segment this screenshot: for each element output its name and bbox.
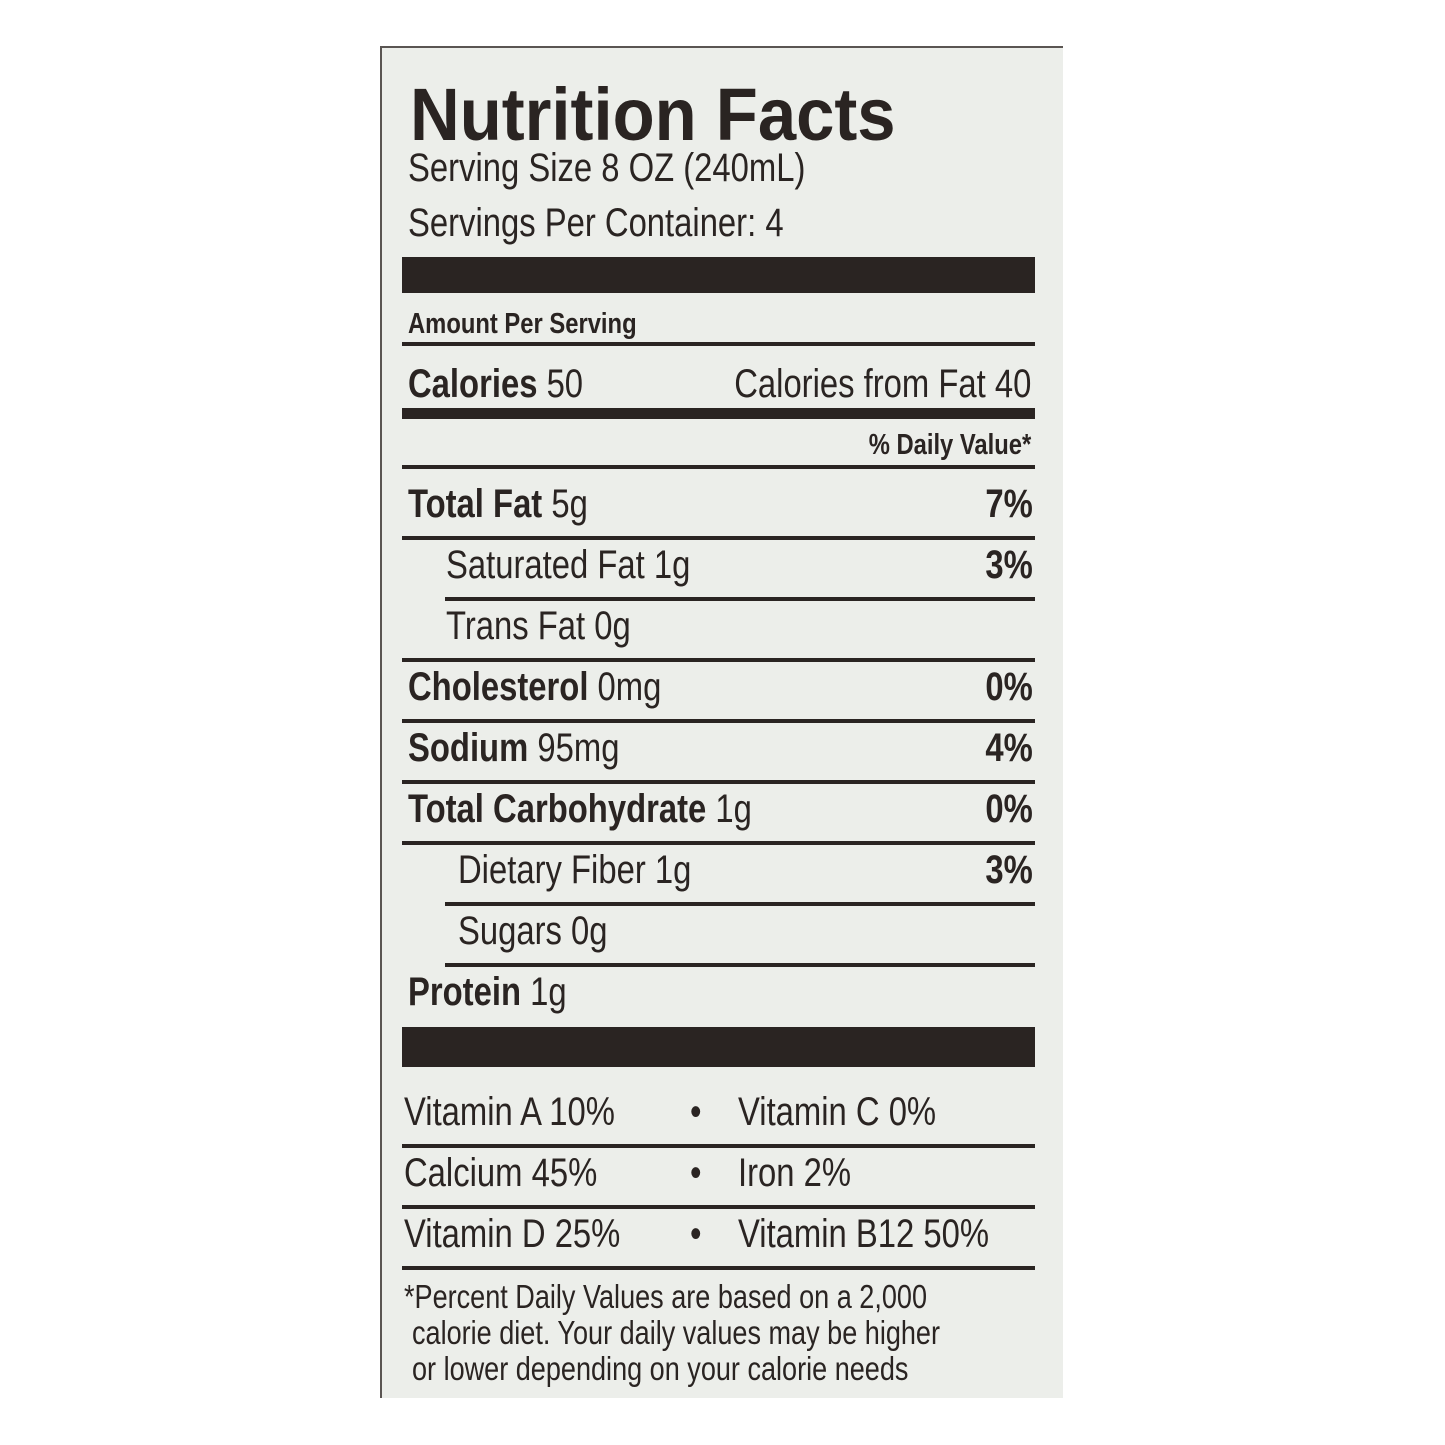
daily-value-header: % Daily Value* <box>868 429 1031 461</box>
nutrient-row: Sugars 0g <box>458 911 608 951</box>
divider <box>445 902 1035 906</box>
divider <box>402 342 1035 346</box>
divider <box>402 465 1035 469</box>
calories-value: 50 <box>546 362 584 406</box>
nutrient-amount: 0g <box>594 604 631 648</box>
divider <box>402 780 1035 784</box>
divider <box>402 1205 1035 1209</box>
nutrient-label: Dietary Fiber <box>458 848 646 892</box>
divider <box>402 719 1035 723</box>
divider <box>402 658 1035 662</box>
thick-divider <box>402 1027 1035 1067</box>
nutrient-amount: 1g <box>654 848 692 892</box>
divider <box>402 536 1035 540</box>
footnote-line-3: or lower depending on your calorie needs <box>412 1350 909 1387</box>
vitamin-left: Vitamin A 10% <box>404 1090 615 1134</box>
nutrient-amount: 1g <box>530 970 567 1014</box>
calories-row: Calories 50 <box>408 364 583 404</box>
footnote-line-2: calorie diet. Your daily values may be h… <box>412 1314 940 1351</box>
vitamin-right: Vitamin B12 50% <box>738 1212 990 1256</box>
daily-value-percent: 3% <box>985 848 1033 892</box>
vitamin-right: Vitamin C 0% <box>738 1090 937 1134</box>
nutrient-amount: 0g <box>571 909 608 953</box>
nutrient-row: Saturated Fat 1g <box>446 545 690 585</box>
nutrient-row: Sodium 95mg <box>408 728 619 768</box>
daily-value-percent: 4% <box>985 726 1033 770</box>
nutrient-label: Total Fat <box>408 482 543 526</box>
servings-per-container: Servings Per Container: 4 <box>408 201 784 245</box>
nutrient-row: Total Carbohydrate 1g <box>408 789 752 829</box>
calories-from-fat: Calories from Fat 40 <box>733 362 1031 406</box>
nutrient-label: Sodium <box>408 726 529 770</box>
serving-size: Serving Size 8 OZ (240mL) <box>408 146 806 190</box>
medium-divider <box>402 408 1035 419</box>
nutrition-facts-label: Nutrition Facts Serving Size 8 OZ (240mL… <box>380 46 1063 1398</box>
vitamin-left: Calcium 45% <box>404 1151 598 1195</box>
bullet: • <box>690 1212 702 1256</box>
daily-value-percent: 7% <box>985 482 1033 526</box>
nutrient-amount: 5g <box>551 482 588 526</box>
divider <box>445 963 1035 967</box>
divider <box>445 597 1035 601</box>
divider <box>402 1144 1035 1148</box>
amount-per-serving: Amount Per Serving <box>408 308 637 340</box>
daily-value-percent: 0% <box>985 787 1033 831</box>
bullet: • <box>690 1151 702 1195</box>
label-title: Nutrition Facts <box>410 73 896 156</box>
divider <box>402 841 1035 845</box>
nutrient-row: Protein 1g <box>408 972 567 1012</box>
nutrient-amount: 1g <box>653 543 691 587</box>
nutrient-amount: 0mg <box>597 665 662 709</box>
nutrient-label: Protein <box>408 970 521 1014</box>
nutrient-label: Total Carbohydrate <box>408 787 707 831</box>
daily-value-percent: 3% <box>985 543 1033 587</box>
vitamin-left: Vitamin D 25% <box>404 1212 621 1256</box>
daily-value-percent: 0% <box>985 665 1033 709</box>
nutrient-label: Trans Fat <box>446 604 586 648</box>
nutrient-row: Trans Fat 0g <box>446 606 631 646</box>
bullet: • <box>690 1090 702 1134</box>
nutrient-row: Total Fat 5g <box>408 484 588 524</box>
footnote-line-1: *Percent Daily Values are based on a 2,0… <box>404 1278 927 1315</box>
divider <box>402 1266 1035 1270</box>
vitamin-right: Iron 2% <box>738 1151 852 1195</box>
calories-label: Calories <box>408 362 538 406</box>
nutrient-label: Sugars <box>458 909 562 953</box>
nutrient-amount: 95mg <box>537 726 620 770</box>
nutrient-amount: 1g <box>715 787 752 831</box>
nutrient-label: Cholesterol <box>408 665 589 709</box>
thick-divider <box>402 257 1035 293</box>
nutrient-row: Cholesterol 0mg <box>408 667 661 707</box>
nutrient-row: Dietary Fiber 1g <box>458 850 691 890</box>
nutrient-label: Saturated Fat <box>446 543 645 587</box>
